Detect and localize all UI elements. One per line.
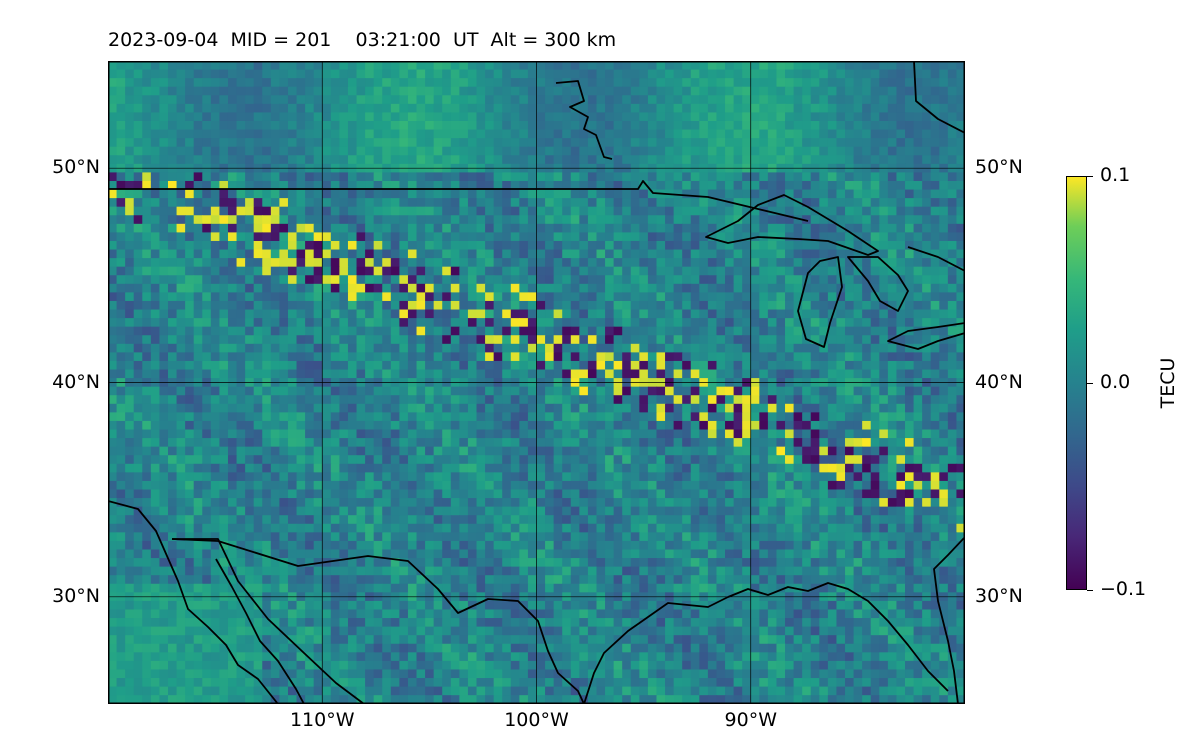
hudson-bay-coast [555,80,613,160]
us-canada-border [108,180,809,222]
colorbar [1066,176,1087,590]
lat-tick-label: 50°N [52,156,100,179]
mexico-west-coast [172,538,365,704]
graticule [108,61,965,704]
lon-tick-label: 110°W [289,709,355,731]
map-title: 2023-09-04 MID = 201 03:21:00 UT Alt = 3… [108,29,617,51]
baja-california [108,500,279,704]
colorbar-tick-mark [1087,382,1093,384]
colorbar-tick-label: 0.0 [1100,371,1131,393]
map-frame [108,61,965,704]
lat-tick-label: 40°N [975,370,1023,393]
colorbar-tick-mark [1087,589,1093,591]
colorbar-tick-label: 0.1 [1100,164,1131,186]
lat-tick-label: 50°N [975,156,1023,179]
us-mexico-border [171,538,585,704]
tec-perturbation-cells [108,61,965,704]
colorbar-label: TECU [1157,357,1179,409]
gulf-of-california [215,558,305,704]
colorbar-tick-label: −0.1 [1100,578,1147,600]
colorbar-tick-mark [1087,175,1093,177]
gulf-coast [583,582,949,704]
lake-erie [887,322,965,350]
atlantic-coast [933,536,965,704]
coastlines-and-borders [108,61,965,704]
lon-tick-label: 90°W [724,709,777,731]
lake-michigan [797,256,843,348]
lake-huron [847,256,909,312]
lat-tick-label: 30°N [52,584,100,607]
st-lawrence-shore [907,246,965,272]
lake-superior [705,194,879,256]
lon-tick-label: 100°W [504,709,569,731]
tec-map [108,61,965,704]
hudson-bay-east-coast [913,61,965,134]
lat-tick-label: 40°N [52,370,100,393]
lat-tick-label: 30°N [975,584,1023,607]
